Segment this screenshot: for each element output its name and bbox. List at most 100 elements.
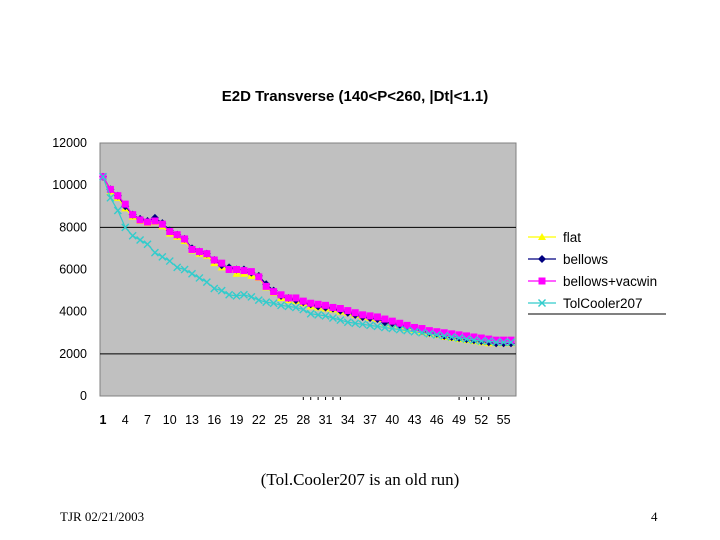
data-point-x [277,301,286,310]
x-tick-label: 34 [341,413,355,427]
data-point-x [373,322,382,331]
data-point-x [538,299,546,307]
data-point-square [277,291,285,299]
data-point-square [218,259,226,267]
data-point-square [270,288,278,296]
data-point-x [158,252,167,261]
data-point-x [225,290,234,299]
data-point-square [225,266,233,273]
data-point-x-stroke [113,206,122,215]
data-point-x-stroke [180,265,189,274]
data-point-x [217,286,226,295]
legend-item: flat [528,230,581,245]
data-point-square [455,331,463,339]
legend-label: flat [563,230,581,245]
y-tick-label: 4000 [59,305,87,319]
data-point-x [99,172,107,181]
data-point-square [173,231,181,239]
data-point-x [343,318,352,327]
data-point-x-stroke [262,298,271,307]
data-point-x [507,338,515,347]
data-point-x [417,328,426,337]
legend-item: bellows+vacwin [528,274,657,289]
data-point-square [322,301,330,309]
data-point-x-stroke [121,223,130,232]
x-tick-label: 7 [144,413,151,427]
data-point-x-stroke [321,311,330,320]
data-point-square [500,336,508,344]
data-point-square [166,228,174,236]
data-point-diamond [538,255,546,263]
series-bellows-vacwin [99,173,515,344]
data-point-x [306,309,315,318]
data-point-x-stroke [247,292,256,301]
x-tick-label: 13 [185,413,199,427]
data-point-x [321,311,330,320]
data-point-x [314,310,323,319]
data-point-square [418,325,426,333]
data-point-x-stroke [328,313,337,322]
x-tick-label: 16 [207,413,221,427]
data-point-square [314,300,322,308]
data-point-x-stroke [343,318,352,327]
data-point-square [158,220,166,228]
y-axis-ticks: 0 2000 4000 6000 8000 10000 12000 [52,136,87,403]
y-tick-label: 8000 [59,220,87,234]
x-tick-label: 31 [319,413,333,427]
x-tick-label: 10 [163,413,177,427]
data-point-x [180,265,189,274]
data-point-x [247,292,256,301]
data-point-x [380,323,389,332]
x-tick-label: 4 [122,413,129,427]
data-point-square [403,321,411,329]
data-point-square [336,305,344,313]
data-point-square [507,336,515,344]
data-point-x [469,336,478,345]
page-number: 4 [651,509,658,524]
legend-label: bellows [563,252,608,267]
data-point-x [299,305,308,314]
data-point-x-stroke [447,332,456,341]
data-point-square [381,315,389,323]
caption: (Tol.Cooler207 is an old run) [260,470,460,489]
data-point-x-stroke [455,334,464,343]
data-point-square [247,268,255,276]
data-point-x [366,321,375,330]
data-point-x-stroke [538,299,546,307]
data-point-x-stroke [210,284,219,293]
legend-label: bellows+vacwin [563,274,657,289]
data-point-x [432,330,441,339]
data-point-x [173,263,182,272]
data-point-square [284,294,292,302]
data-point-square [425,327,433,335]
data-point-square [181,235,189,243]
y-tick-label: 6000 [59,263,87,277]
chart: E2D Transverse (140<P<260, |Dt|<1.1) 0 20… [52,88,666,427]
data-point-square [136,216,144,224]
data-point-x-stroke [477,337,486,346]
x-tick-label: 1 [100,413,107,427]
data-point-x [188,269,197,278]
data-point-x [403,326,412,335]
data-point-square [470,333,478,341]
data-point-x-stroke [284,302,293,311]
data-point-x-stroke [225,290,234,299]
data-point-x-stroke [173,263,182,272]
y-tick-label: 2000 [59,347,87,361]
data-point-x-stroke [373,322,382,331]
data-point-triangle [538,233,546,240]
data-point-x-stroke [217,286,226,295]
data-point-x [291,303,300,312]
data-point-square [388,317,396,325]
data-point-x-stroke [128,231,137,240]
data-point-x [143,240,152,249]
data-point-square [492,336,500,344]
legend-item: TolCooler207 [528,296,643,311]
data-point-square [233,266,241,273]
data-point-x-stroke [388,324,397,333]
data-point-x-stroke [239,290,248,299]
data-point-square [255,273,263,281]
x-tick-label: 52 [474,413,488,427]
data-point-x [336,316,345,325]
data-point-square [114,192,122,200]
